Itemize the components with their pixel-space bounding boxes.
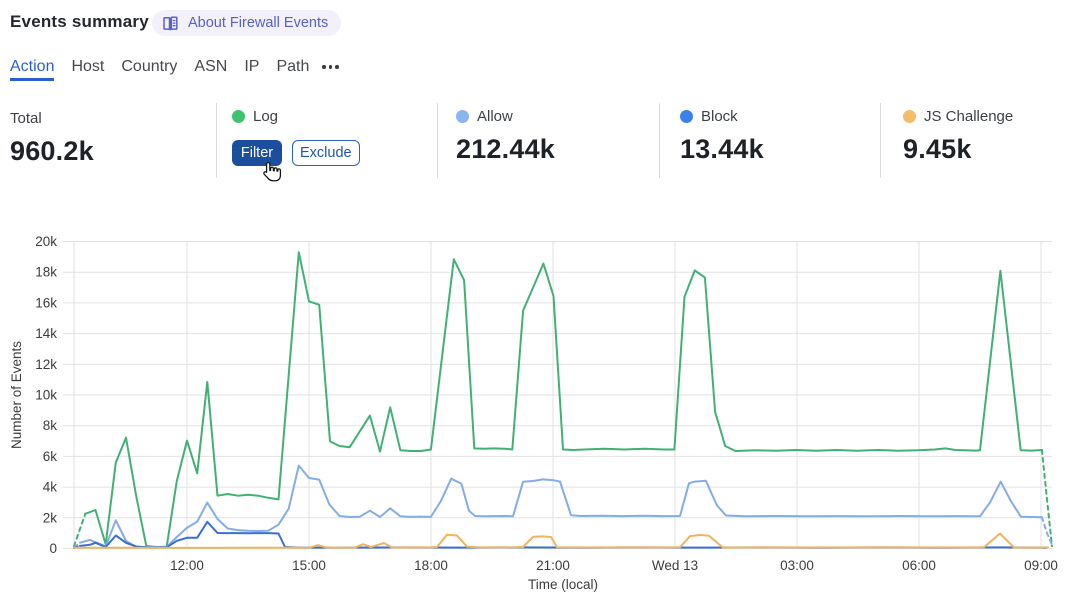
svg-text:Wed 13: Wed 13 xyxy=(652,558,698,573)
svg-text:14k: 14k xyxy=(35,326,57,341)
svg-text:21:00: 21:00 xyxy=(536,558,570,573)
svg-text:4k: 4k xyxy=(43,480,58,495)
svg-text:15:00: 15:00 xyxy=(292,558,326,573)
svg-text:12k: 12k xyxy=(35,357,57,372)
svg-text:12:00: 12:00 xyxy=(170,558,204,573)
svg-text:16k: 16k xyxy=(35,295,57,310)
svg-text:18k: 18k xyxy=(35,265,57,280)
svg-text:6k: 6k xyxy=(43,449,58,464)
svg-text:18:00: 18:00 xyxy=(414,558,448,573)
svg-text:8k: 8k xyxy=(43,418,58,433)
svg-text:09:00: 09:00 xyxy=(1024,558,1058,573)
svg-text:06:00: 06:00 xyxy=(902,558,936,573)
svg-text:Time (local): Time (local) xyxy=(528,577,598,592)
svg-text:2k: 2k xyxy=(43,510,58,525)
svg-text:03:00: 03:00 xyxy=(780,558,814,573)
svg-text:20k: 20k xyxy=(35,234,57,249)
svg-text:10k: 10k xyxy=(35,388,57,403)
svg-text:Number of Events: Number of Events xyxy=(9,341,24,449)
svg-text:0: 0 xyxy=(49,541,57,556)
